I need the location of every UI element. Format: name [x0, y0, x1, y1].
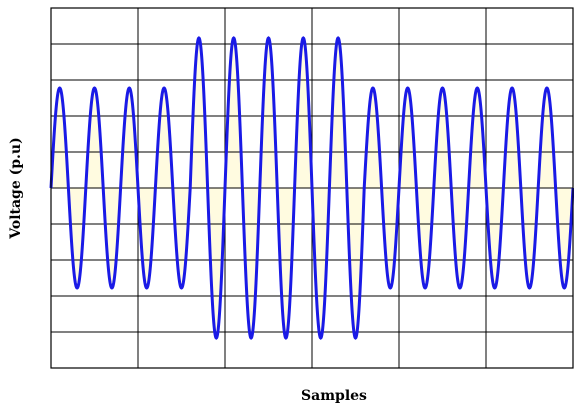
y-axis-label: Voltage (p.u): [8, 137, 24, 239]
plot-area-frame: [50, 7, 574, 369]
voltage-waveform-line: [49, 36, 574, 340]
x-axis-label: Samples: [301, 388, 367, 404]
